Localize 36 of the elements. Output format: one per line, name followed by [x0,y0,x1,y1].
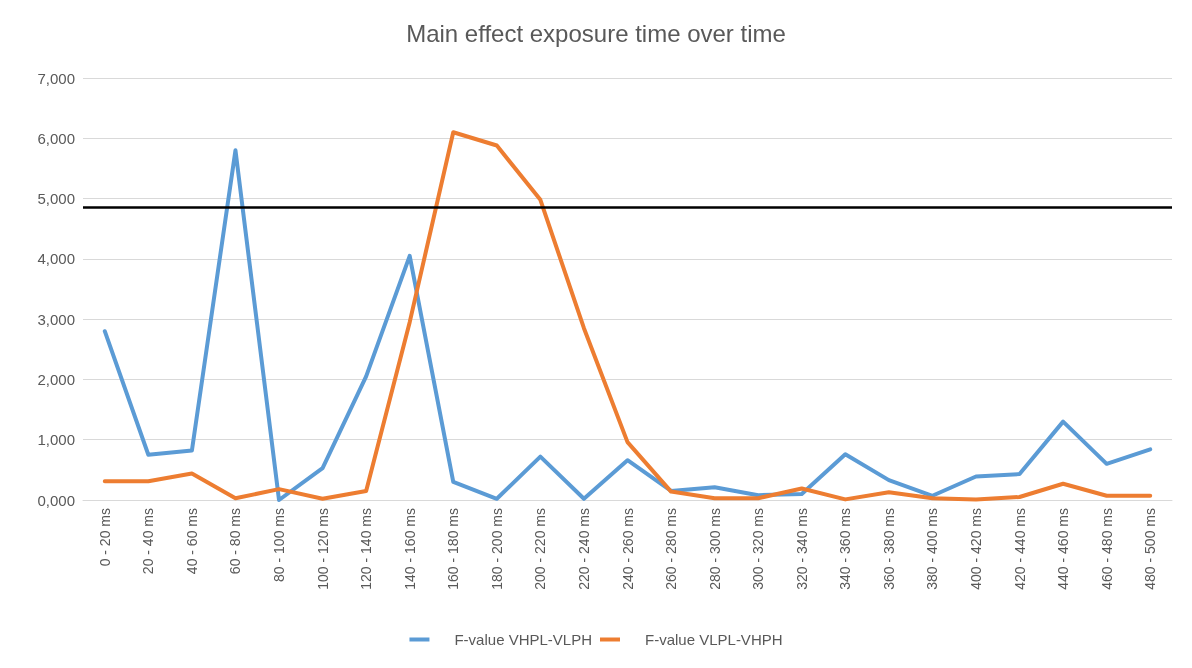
legend-label: F-value VHPL-VLPH [454,631,593,648]
x-tick-label: 340 - 360 ms [837,508,854,590]
x-tick-label: 220 - 240 ms [575,508,592,590]
x-tick-label: 20 - 40 ms [140,508,157,575]
legend-label: F-value VLPL-VHPH [645,631,783,648]
y-tick-label: 3,000 [37,310,75,328]
y-tick-label: 5,000 [37,190,75,208]
x-tick-label: 440 - 460 ms [1055,508,1072,590]
x-tick-label: 320 - 340 ms [793,508,810,590]
x-tick-label: 100 - 120 ms [314,508,331,590]
y-tick-label: 7,000 [37,69,75,87]
chart-title: Main effect exposure time over time [406,19,786,47]
x-tick-label: 380 - 400 ms [924,508,941,590]
x-tick-label: 260 - 280 ms [663,508,680,590]
y-tick-label: 2,000 [37,370,75,388]
x-tick-label: 180 - 200 ms [488,508,505,590]
x-tick-label: 160 - 180 ms [445,508,462,590]
x-tick-label: 480 - 500 ms [1142,508,1159,590]
x-tick-label: 240 - 260 ms [619,508,636,590]
x-tick-label: 280 - 300 ms [706,508,723,590]
x-tick-label: 200 - 220 ms [532,508,549,590]
y-tick-label: 1,000 [37,431,75,449]
y-tick-label: 0,000 [37,491,75,509]
x-tick-label: 60 - 80 ms [227,508,244,575]
x-tick-label: 0 - 20 ms [96,508,113,567]
x-tick-label: 80 - 100 ms [271,508,288,582]
x-tick-label: 420 - 440 ms [1011,508,1028,590]
x-tick-label: 140 - 160 ms [401,508,418,590]
x-tick-label: 40 - 60 ms [183,508,200,575]
x-tick-label: 360 - 380 ms [880,508,897,590]
x-tick-label: 400 - 420 ms [967,508,984,590]
y-tick-label: 4,000 [37,250,75,268]
x-tick-label: 300 - 320 ms [750,508,767,590]
x-tick-label: 460 - 480 ms [1098,508,1115,590]
y-tick-label: 6,000 [37,129,75,147]
x-tick-label: 120 - 140 ms [358,508,375,590]
